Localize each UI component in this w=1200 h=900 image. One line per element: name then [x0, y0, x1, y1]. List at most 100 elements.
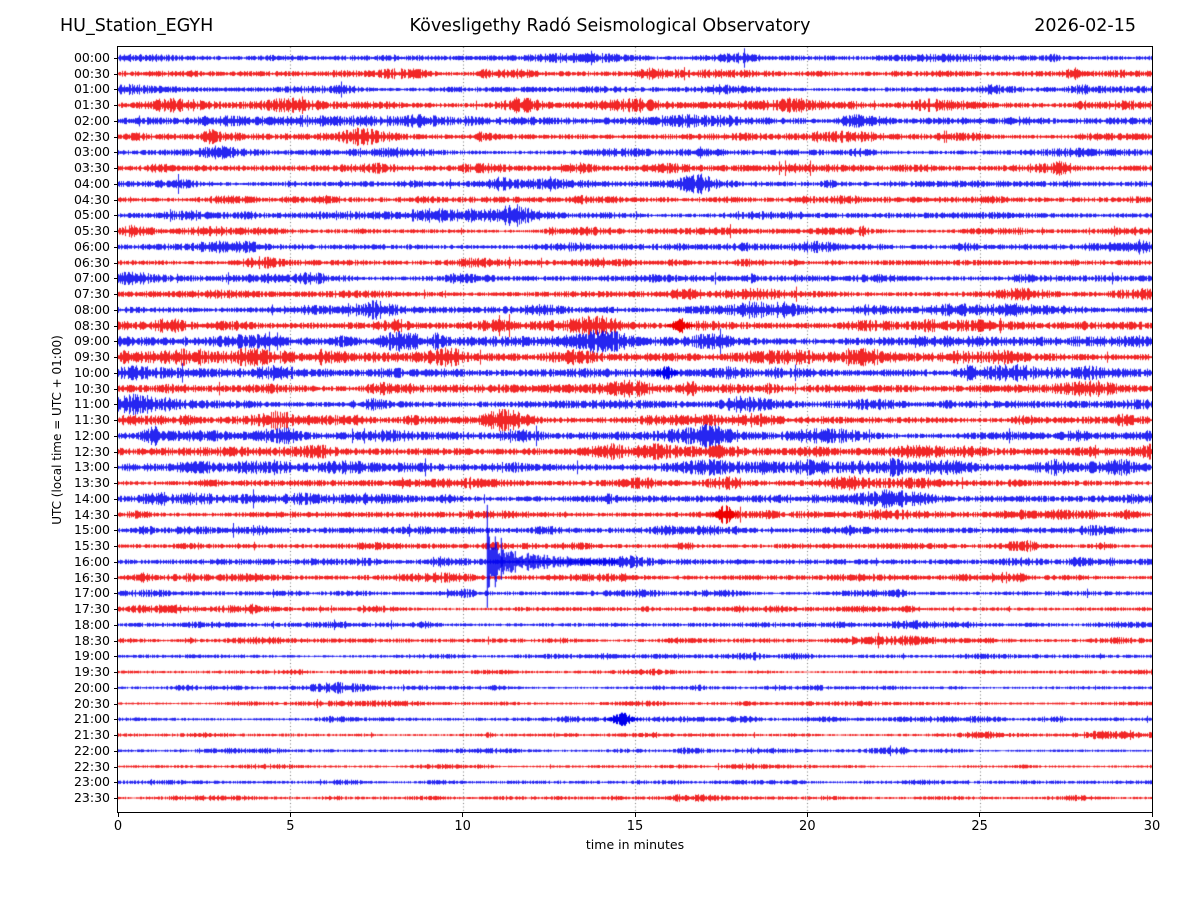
- x-tick-label: 10: [454, 819, 471, 834]
- y-tick: [114, 798, 118, 799]
- y-tick: [114, 341, 118, 343]
- x-tick-label: 15: [626, 819, 644, 834]
- y-tick-label: 22:00: [73, 742, 110, 758]
- y-tick-label: 23:00: [73, 774, 110, 790]
- y-tick-label: 13:30: [73, 475, 110, 491]
- x-tick: [806, 813, 808, 817]
- x-tick: [979, 813, 981, 817]
- y-tick: [114, 420, 118, 422]
- y-tick-label: 09:30: [73, 349, 110, 365]
- y-tick: [114, 357, 118, 359]
- y-tick: [114, 404, 118, 406]
- x-tick-label: 30: [1143, 819, 1161, 834]
- y-tick: [114, 152, 118, 154]
- y-tick-label: 06:00: [73, 238, 110, 254]
- y-tick: [114, 530, 118, 532]
- y-tick: [114, 120, 118, 122]
- y-tick: [114, 735, 118, 737]
- y-tick-label: 02:30: [73, 128, 110, 144]
- y-tick: [114, 435, 118, 437]
- y-tick-label: 07:00: [73, 270, 110, 286]
- y-tick: [114, 766, 118, 768]
- y-tick-label: 18:00: [73, 616, 110, 632]
- y-tick: [114, 656, 118, 658]
- plot-area: [117, 46, 1153, 813]
- y-tick: [114, 73, 118, 75]
- x-tick: [634, 813, 636, 817]
- x-tick-label: 5: [286, 819, 295, 834]
- y-tick: [114, 294, 118, 296]
- y-tick: [114, 246, 118, 248]
- y-tick: [114, 199, 118, 201]
- y-tick-label: 00:30: [73, 65, 110, 81]
- y-tick-label: 19:00: [73, 648, 110, 664]
- y-tick-label: 13:00: [73, 459, 110, 475]
- y-tick-label: 21:00: [73, 711, 110, 727]
- y-tick: [114, 168, 118, 170]
- y-tick-label: 00:00: [73, 50, 110, 65]
- x-tick-label: 25: [971, 819, 988, 834]
- y-tick: [114, 372, 118, 374]
- y-tick-label: 03:00: [73, 144, 110, 160]
- y-tick: [114, 89, 118, 91]
- y-tick-label: 11:00: [73, 396, 110, 412]
- y-tick-label: 10:00: [73, 364, 110, 380]
- x-tick-label: 20: [799, 819, 816, 834]
- date-label: 2026-02-15: [1034, 16, 1136, 36]
- y-tick-label: 07:30: [73, 286, 110, 302]
- y-tick-label: 23:30: [73, 790, 110, 805]
- y-tick: [114, 593, 118, 595]
- y-tick: [114, 483, 118, 485]
- y-tick-label: 14:30: [73, 506, 110, 522]
- y-tick: [114, 609, 118, 611]
- y-tick-label: 21:30: [73, 727, 110, 743]
- x-tick: [289, 813, 291, 817]
- y-tick: [114, 262, 118, 264]
- y-tick-label: 16:00: [73, 553, 110, 569]
- y-tick-label: 12:30: [73, 443, 110, 459]
- y-tick-label: 05:00: [73, 207, 110, 223]
- y-tick-label: 20:30: [73, 695, 110, 711]
- y-tick: [114, 231, 118, 233]
- y-tick: [114, 58, 118, 59]
- y-tick-label: 15:00: [73, 522, 110, 538]
- y-tick-label: 19:30: [73, 664, 110, 680]
- y-tick-label: 09:00: [73, 333, 110, 349]
- y-tick: [114, 782, 118, 784]
- y-tick-label: 11:30: [73, 412, 110, 428]
- seismogram-canvas: [118, 47, 1152, 812]
- y-tick: [114, 451, 118, 453]
- y-tick-label: 05:30: [73, 223, 110, 239]
- y-tick: [114, 498, 118, 500]
- x-axis-title: time in minutes: [585, 837, 685, 852]
- y-tick-label: 17:30: [73, 601, 110, 617]
- station-title: HU_Station_EGYH: [60, 16, 214, 36]
- y-tick: [114, 467, 118, 469]
- y-tick-label: 04:00: [73, 175, 110, 191]
- y-tick-label: 17:00: [73, 585, 110, 601]
- y-tick: [114, 278, 118, 280]
- y-tick: [114, 546, 118, 548]
- y-tick: [114, 183, 118, 185]
- y-tick-label: 14:00: [73, 490, 110, 506]
- y-tick-label: 12:00: [73, 427, 110, 443]
- x-tick-label: 0: [113, 819, 123, 834]
- y-tick: [114, 640, 118, 642]
- y-tick-label: 22:30: [73, 758, 110, 774]
- x-tick: [462, 813, 464, 817]
- x-tick: [117, 813, 119, 817]
- y-tick: [114, 687, 118, 689]
- y-tick: [114, 672, 118, 674]
- y-tick: [114, 561, 118, 563]
- y-tick-label: 02:00: [73, 112, 110, 128]
- y-tick: [114, 719, 118, 721]
- y-tick: [114, 215, 118, 217]
- y-tick-label: 10:30: [73, 380, 110, 396]
- y-tick: [114, 514, 118, 516]
- y-tick: [114, 309, 118, 311]
- y-tick-label: 08:00: [73, 301, 110, 317]
- observatory-title: Kövesligethy Radó Seismological Observat…: [409, 16, 811, 36]
- y-tick-label: 04:30: [73, 191, 110, 207]
- y-tick-label: 08:30: [73, 317, 110, 333]
